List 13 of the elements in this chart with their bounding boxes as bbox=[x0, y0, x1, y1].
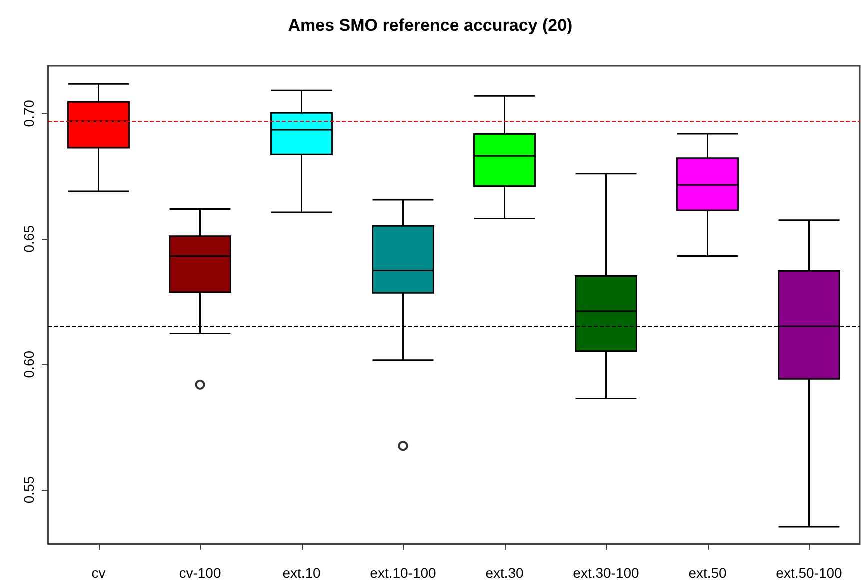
x-tick-label: cv bbox=[92, 565, 106, 581]
x-tick-label: ext.10 bbox=[282, 565, 322, 581]
x-tick-label: cv-100 bbox=[179, 565, 222, 581]
x-tick-label: ext.50-100 bbox=[776, 565, 843, 581]
y-tick-label: 0.70 bbox=[21, 100, 37, 128]
x-tick-label: ext.30-100 bbox=[573, 565, 640, 581]
x-tick-label: ext.50 bbox=[688, 565, 728, 581]
y-tick-label: 0.60 bbox=[21, 350, 37, 378]
y-tick-label: 0.55 bbox=[21, 476, 37, 504]
x-tick-label: ext.30 bbox=[486, 565, 524, 581]
chart-title: Ames SMO reference accuracy (20) bbox=[288, 16, 573, 35]
y-tick-label: 0.65 bbox=[21, 225, 37, 253]
x-tick-label: ext.10-100 bbox=[370, 565, 437, 581]
